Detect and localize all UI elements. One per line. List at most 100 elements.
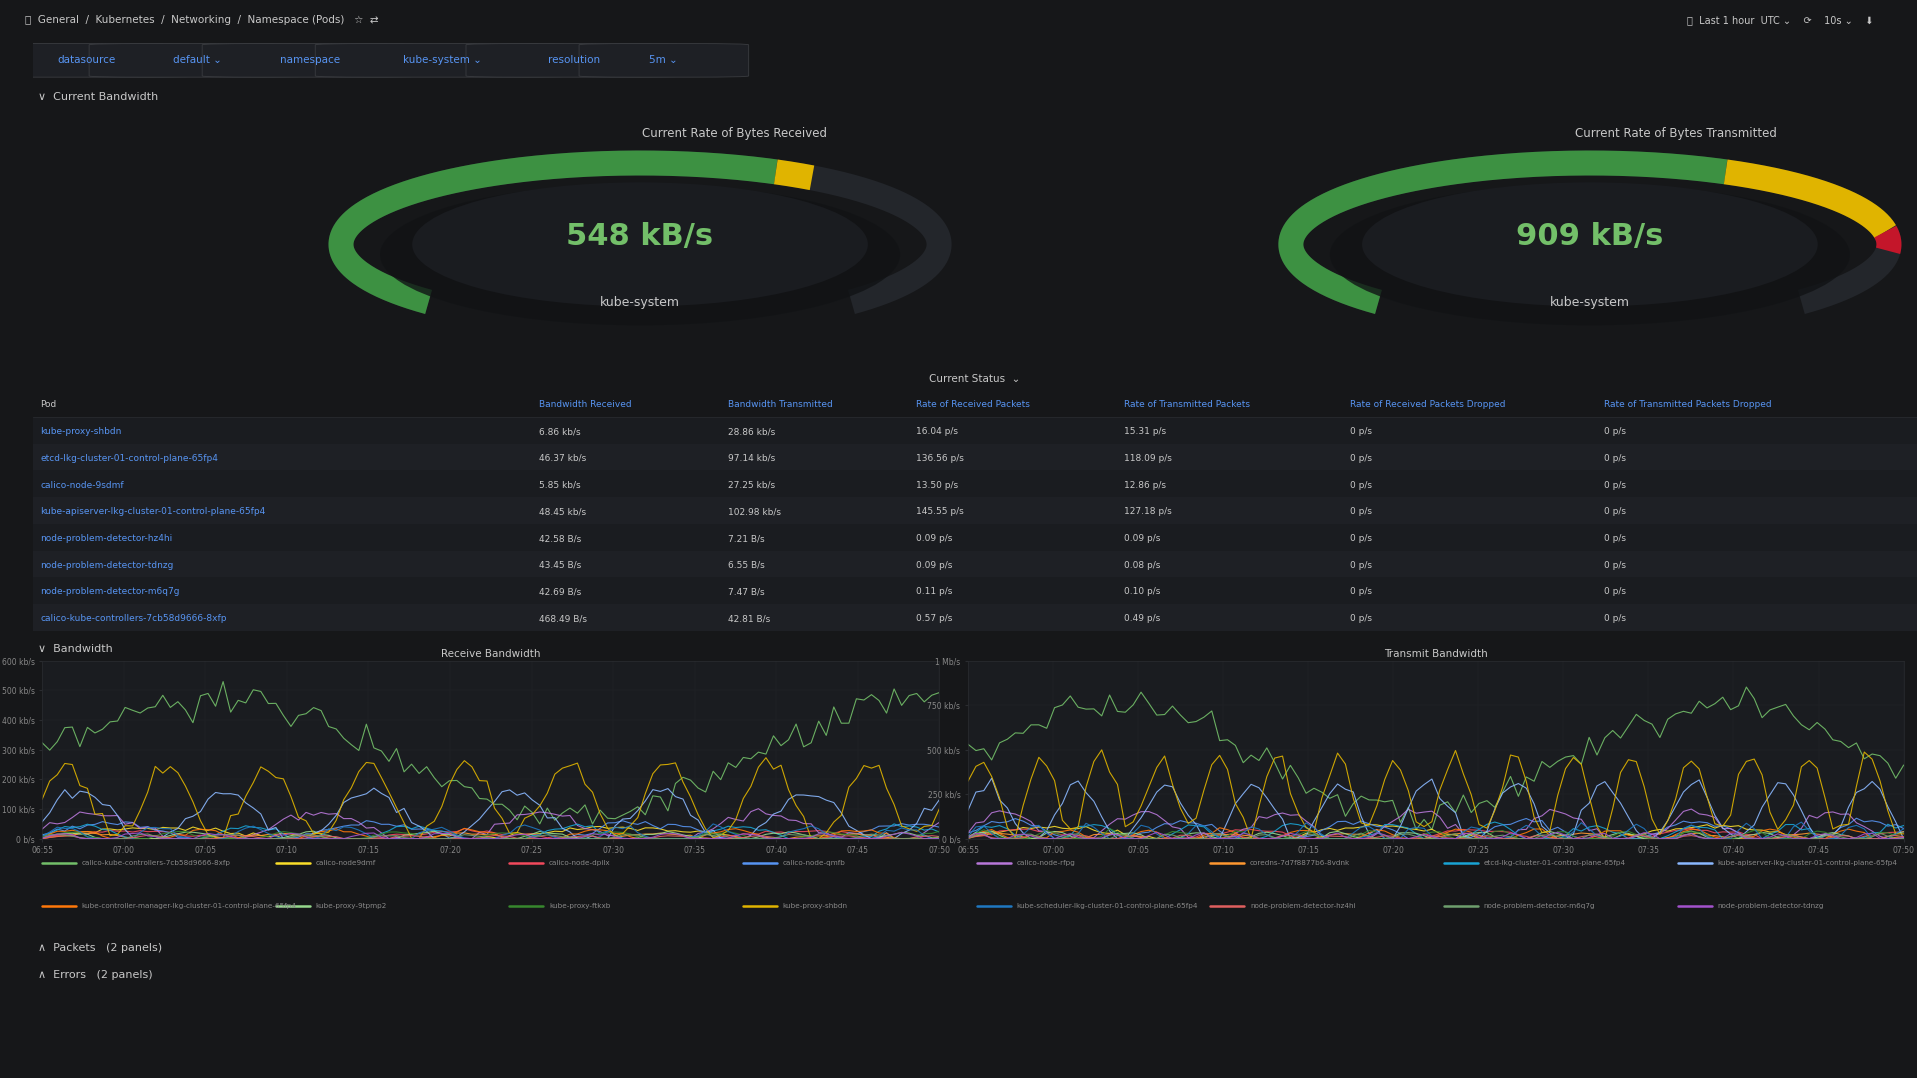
- Text: datasource: datasource: [58, 55, 115, 66]
- Text: 0 p/s: 0 p/s: [1605, 534, 1626, 543]
- Text: 0 p/s: 0 p/s: [1350, 588, 1373, 596]
- Text: 48.45 kb/s: 48.45 kb/s: [539, 508, 587, 516]
- Text: 42.58 B/s: 42.58 B/s: [539, 534, 581, 543]
- Text: ⦿  General  /  Kubernetes  /  Networking  /  Namespace (Pods)   ☆  ⇄: ⦿ General / Kubernetes / Networking / Na…: [25, 15, 378, 25]
- Text: 27.25 kb/s: 27.25 kb/s: [728, 481, 774, 489]
- Text: coredns-7d7f8877b6-8vdnk: coredns-7d7f8877b6-8vdnk: [1250, 860, 1350, 866]
- Text: node-problem-detector-hz4hi: node-problem-detector-hz4hi: [40, 534, 173, 543]
- Text: 0.08 p/s: 0.08 p/s: [1123, 561, 1160, 570]
- Text: resolution: resolution: [548, 55, 600, 66]
- Text: default ⌄: default ⌄: [173, 55, 222, 66]
- Title: Transmit Bandwidth: Transmit Bandwidth: [1384, 649, 1488, 659]
- Text: Current Rate of Bytes Received: Current Rate of Bytes Received: [642, 127, 826, 140]
- Bar: [33, 444, 1917, 470]
- FancyBboxPatch shape: [0, 43, 196, 78]
- Bar: [33, 417, 1917, 444]
- Text: 0 p/s: 0 p/s: [1605, 508, 1626, 516]
- Text: kube-scheduler-lkg-cluster-01-control-plane-65fp4: kube-scheduler-lkg-cluster-01-control-pl…: [1016, 903, 1198, 909]
- Text: 909 kB/s: 909 kB/s: [1516, 222, 1664, 251]
- Text: Pod: Pod: [40, 400, 56, 410]
- Text: etcd-lkg-cluster-01-control-plane-65fp4: etcd-lkg-cluster-01-control-plane-65fp4: [40, 454, 219, 462]
- Text: node-problem-detector-hz4hi: node-problem-detector-hz4hi: [1250, 903, 1355, 909]
- Text: 0 p/s: 0 p/s: [1350, 481, 1373, 489]
- Bar: [33, 551, 1917, 577]
- Text: 0 p/s: 0 p/s: [1605, 588, 1626, 596]
- Text: 12.86 p/s: 12.86 p/s: [1123, 481, 1166, 489]
- Bar: [33, 604, 1917, 631]
- Text: ∧  Errors   (2 panels): ∧ Errors (2 panels): [38, 969, 153, 980]
- FancyBboxPatch shape: [314, 43, 569, 78]
- Text: kube-system ⌄: kube-system ⌄: [403, 55, 481, 66]
- FancyBboxPatch shape: [579, 43, 750, 78]
- Text: kube-controller-manager-lkg-cluster-01-control-plane-65fp4: kube-controller-manager-lkg-cluster-01-c…: [82, 903, 297, 909]
- Text: 136.56 p/s: 136.56 p/s: [916, 454, 964, 462]
- FancyBboxPatch shape: [88, 43, 307, 78]
- Text: 145.55 p/s: 145.55 p/s: [916, 508, 964, 516]
- Text: ∨  Bandwidth: ∨ Bandwidth: [38, 644, 113, 654]
- Text: 0 p/s: 0 p/s: [1605, 561, 1626, 570]
- Text: 42.69 B/s: 42.69 B/s: [539, 588, 581, 596]
- Text: 13.50 p/s: 13.50 p/s: [916, 481, 958, 489]
- Text: 5.85 kb/s: 5.85 kb/s: [539, 481, 581, 489]
- Text: Current Rate of Bytes Transmitted: Current Rate of Bytes Transmitted: [1576, 127, 1777, 140]
- Text: 127.18 p/s: 127.18 p/s: [1123, 508, 1171, 516]
- Text: calico-node9dmf: calico-node9dmf: [314, 860, 376, 866]
- Text: 0 p/s: 0 p/s: [1350, 561, 1373, 570]
- Text: kube-system: kube-system: [1551, 296, 1629, 309]
- Text: 0.49 p/s: 0.49 p/s: [1123, 614, 1160, 623]
- Text: 118.09 p/s: 118.09 p/s: [1123, 454, 1171, 462]
- Text: kube-proxy-9tpmp2: kube-proxy-9tpmp2: [314, 903, 387, 909]
- Text: Rate of Received Packets Dropped: Rate of Received Packets Dropped: [1350, 400, 1505, 410]
- Text: 0 p/s: 0 p/s: [1605, 481, 1626, 489]
- Text: Rate of Transmitted Packets: Rate of Transmitted Packets: [1123, 400, 1250, 410]
- Text: kube-apiserver-lkg-cluster-01-control-plane-65fp4: kube-apiserver-lkg-cluster-01-control-pl…: [1718, 860, 1898, 866]
- Title: Receive Bandwidth: Receive Bandwidth: [441, 649, 541, 659]
- Circle shape: [1330, 183, 1850, 326]
- Text: kube-proxy-shbdn: kube-proxy-shbdn: [40, 427, 121, 437]
- Text: 7.47 B/s: 7.47 B/s: [728, 588, 765, 596]
- Text: namespace: namespace: [280, 55, 341, 66]
- Text: kube-proxy-ftkxb: kube-proxy-ftkxb: [548, 903, 610, 909]
- Text: 0 p/s: 0 p/s: [1605, 427, 1626, 437]
- Text: 0.57 p/s: 0.57 p/s: [916, 614, 953, 623]
- FancyBboxPatch shape: [201, 43, 420, 78]
- Text: ⏱  Last 1 hour  UTC ⌄    ⟳    10s ⌄    ⬇: ⏱ Last 1 hour UTC ⌄ ⟳ 10s ⌄ ⬇: [1687, 15, 1873, 25]
- Text: 0 p/s: 0 p/s: [1350, 534, 1373, 543]
- Text: 43.45 B/s: 43.45 B/s: [539, 561, 581, 570]
- Text: 7.21 B/s: 7.21 B/s: [728, 534, 765, 543]
- Circle shape: [1363, 182, 1817, 306]
- Text: calico-kube-controllers-7cb58d9666-8xfp: calico-kube-controllers-7cb58d9666-8xfp: [82, 860, 230, 866]
- Text: etcd-lkg-cluster-01-control-plane-65fp4: etcd-lkg-cluster-01-control-plane-65fp4: [1484, 860, 1626, 866]
- Text: 97.14 kb/s: 97.14 kb/s: [728, 454, 774, 462]
- Text: node-problem-detector-m6q7g: node-problem-detector-m6q7g: [40, 588, 180, 596]
- Text: node-problem-detector-m6q7g: node-problem-detector-m6q7g: [1484, 903, 1595, 909]
- Text: 15.31 p/s: 15.31 p/s: [1123, 427, 1166, 437]
- Text: calico-kube-controllers-7cb58d9666-8xfp: calico-kube-controllers-7cb58d9666-8xfp: [40, 614, 226, 623]
- Text: 16.04 p/s: 16.04 p/s: [916, 427, 958, 437]
- Text: 6.55 B/s: 6.55 B/s: [728, 561, 765, 570]
- Text: calico-node-rfpg: calico-node-rfpg: [1016, 860, 1075, 866]
- Text: calico-node-dpilx: calico-node-dpilx: [548, 860, 610, 866]
- Text: ∧  Packets   (2 panels): ∧ Packets (2 panels): [38, 942, 163, 953]
- Circle shape: [412, 182, 868, 306]
- Circle shape: [380, 183, 901, 326]
- Bar: [33, 470, 1917, 497]
- Text: 5m ⌄: 5m ⌄: [650, 55, 679, 66]
- Text: Current Status  ⌄: Current Status ⌄: [930, 374, 1020, 385]
- Text: 42.81 B/s: 42.81 B/s: [728, 614, 771, 623]
- Text: Bandwidth Received: Bandwidth Received: [539, 400, 633, 410]
- Text: Bandwidth Transmitted: Bandwidth Transmitted: [728, 400, 832, 410]
- Text: calico-node-qmfb: calico-node-qmfb: [782, 860, 845, 866]
- Text: 468.49 B/s: 468.49 B/s: [539, 614, 587, 623]
- Text: kube-system: kube-system: [600, 296, 681, 309]
- Text: node-problem-detector-tdnzg: node-problem-detector-tdnzg: [1718, 903, 1823, 909]
- Text: kube-apiserver-lkg-cluster-01-control-plane-65fp4: kube-apiserver-lkg-cluster-01-control-pl…: [40, 508, 265, 516]
- Bar: [33, 497, 1917, 524]
- Text: 102.98 kb/s: 102.98 kb/s: [728, 508, 780, 516]
- FancyBboxPatch shape: [466, 43, 682, 78]
- Text: calico-node-9sdmf: calico-node-9sdmf: [40, 481, 125, 489]
- Text: 6.86 kb/s: 6.86 kb/s: [539, 427, 581, 437]
- Text: Rate of Received Packets: Rate of Received Packets: [916, 400, 1029, 410]
- Text: 0 p/s: 0 p/s: [1605, 614, 1626, 623]
- Text: 0.09 p/s: 0.09 p/s: [916, 534, 953, 543]
